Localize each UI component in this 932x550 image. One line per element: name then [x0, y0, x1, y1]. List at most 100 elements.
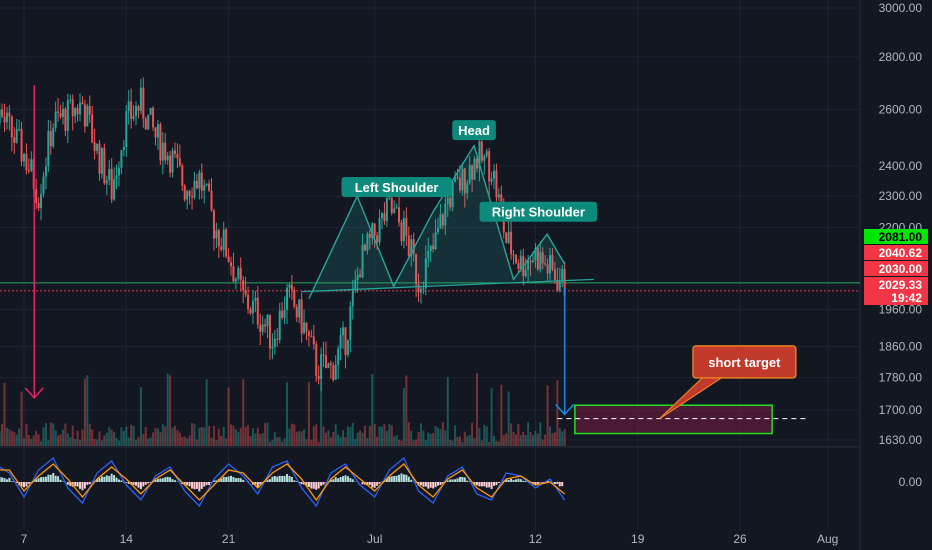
price-tag-label: 2040.62 [879, 246, 923, 260]
volume-bar [251, 428, 254, 446]
volume-bar [239, 428, 242, 446]
candle-body [15, 129, 18, 143]
candle-body [61, 109, 64, 117]
volume-bar [27, 435, 30, 446]
volume-bar [93, 439, 96, 446]
candle-body [173, 150, 176, 154]
candle-body [390, 197, 393, 213]
candle-body [71, 99, 74, 117]
volume-bar [329, 437, 332, 446]
oscillator-histogram-bar [300, 482, 303, 485]
oscillator-histogram-bar [422, 482, 425, 487]
oscillator-pane [0, 456, 566, 508]
oscillator-histogram-bar [315, 482, 318, 490]
volume-bar [327, 430, 330, 446]
volume-bar [368, 425, 371, 446]
oscillator-histogram-bar [234, 478, 237, 482]
candle-body [419, 288, 422, 293]
volume-bar [173, 425, 176, 446]
oscillator-histogram-bar [432, 482, 435, 489]
oscillator-histogram-bar [514, 479, 517, 482]
volume-bar [332, 431, 335, 446]
volume-bar [410, 430, 413, 446]
y-tick-label: 3000.00 [879, 1, 923, 15]
oscillator-histogram-bar [193, 482, 196, 490]
volume-bar [193, 423, 196, 446]
oscillator-histogram-bar [35, 479, 38, 482]
candle-body [3, 116, 6, 123]
candle-body [290, 284, 293, 290]
oscillator-histogram-bar [108, 476, 111, 482]
candle-body [505, 232, 508, 243]
volume-bar [83, 378, 86, 446]
time-axis[interactable]: 7 14 21 Jul 12 19 26 Aug [21, 532, 839, 546]
oscillator-histogram-bar [490, 482, 493, 490]
y-tick-label: 1630.00 [879, 433, 923, 447]
oscillator-histogram-bar [147, 482, 150, 484]
candle-body [8, 112, 11, 117]
candle-body [373, 223, 376, 236]
candle-body [539, 252, 542, 270]
volume-bar [91, 429, 94, 446]
oscillator-histogram-bar [203, 482, 206, 487]
candle-body [268, 314, 271, 349]
oscillator-histogram-bar [475, 482, 478, 486]
volume-bar [388, 424, 391, 446]
volume-bar [303, 429, 306, 446]
candle-body [191, 195, 194, 198]
candle-body [544, 263, 547, 265]
oscillator-histogram-bar [110, 473, 113, 482]
volume-bar [473, 437, 476, 446]
volume-bar [356, 432, 359, 446]
oscillator-histogram-bar [137, 482, 140, 488]
volume-bar [147, 438, 150, 446]
oscillator-histogram-bar [276, 476, 279, 482]
candle-body [449, 197, 452, 208]
volume-bar [208, 426, 211, 446]
candle-body [412, 239, 415, 255]
candle-body [130, 101, 133, 119]
candle-body [307, 331, 310, 336]
oscillator-histogram-bar [54, 475, 57, 482]
candle-body [188, 191, 191, 196]
volume-bar [261, 433, 264, 446]
candle-body [427, 251, 430, 259]
candle-body [208, 183, 211, 191]
price-axis[interactable]: 3000.002800.002600.002400.002300.002200.… [879, 1, 923, 489]
prior-move-arrowhead [24, 387, 44, 399]
oscillator-histogram-bar [449, 479, 452, 482]
volume-bar [512, 431, 515, 446]
volume-bar [286, 382, 289, 446]
candle-body [385, 198, 388, 222]
volume-bar [405, 375, 408, 446]
annotations: Head Left Shoulder Right Shoulder short tar… [341, 120, 797, 420]
candle-body [461, 168, 464, 191]
oscillator-histogram-bar [463, 477, 466, 482]
volume-bar [98, 431, 101, 446]
volume-bar [149, 437, 152, 446]
oscillator-histogram-bar [105, 475, 108, 482]
volume-bar [10, 430, 13, 446]
volume-bar [42, 427, 45, 446]
candle-body [37, 202, 40, 209]
volume-bar [295, 431, 298, 446]
oscillator-histogram-bar [558, 482, 561, 487]
volume-bar [527, 422, 530, 446]
pattern-label: Head [452, 120, 496, 141]
oscillator-histogram-bar [561, 482, 564, 487]
volume-bar [563, 429, 566, 446]
volume-bar [225, 438, 228, 446]
oscillator-histogram-bar [59, 479, 62, 482]
volume-bar [52, 423, 55, 446]
candle-body [81, 102, 84, 105]
volume-bar [424, 439, 427, 446]
volume-bar [59, 434, 62, 446]
oscillator-histogram-bar [132, 482, 135, 485]
volume-bar [288, 428, 291, 446]
candle-body [371, 223, 374, 238]
volume-bar [171, 427, 174, 446]
volume-bar [71, 425, 74, 446]
volume-bar [393, 436, 396, 446]
volume-bar [402, 387, 405, 446]
